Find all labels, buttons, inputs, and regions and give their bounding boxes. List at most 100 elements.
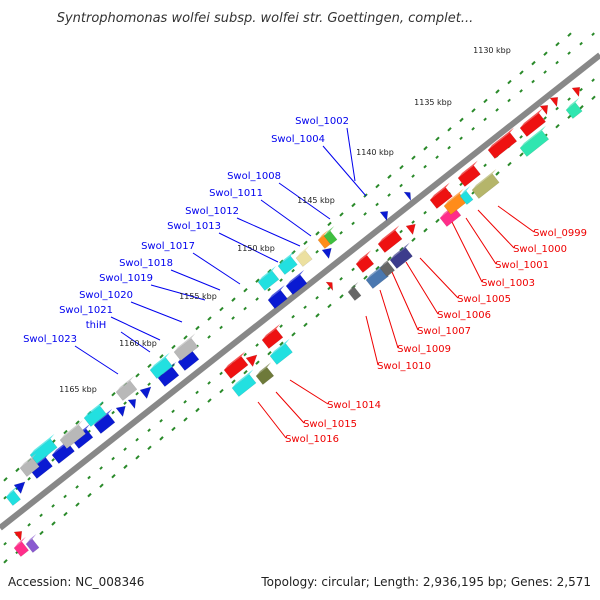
- scale-tick: [63, 494, 67, 499]
- scale-tick: [519, 89, 523, 93]
- scale-tick: [555, 106, 559, 111]
- scale-tick: [543, 116, 547, 120]
- scale-tick: [339, 277, 343, 281]
- scale-tick: [99, 483, 104, 488]
- label-leader: [419, 257, 459, 299]
- scale-tick: [327, 303, 332, 309]
- label-leader: [289, 379, 329, 405]
- scale-tick: [495, 171, 500, 176]
- scale-tick: [399, 229, 403, 234]
- scale-tick: [423, 210, 427, 215]
- scale-tick: [255, 343, 259, 347]
- scale-tick: [351, 267, 355, 272]
- scale-tick: [207, 335, 211, 339]
- scale-tick: [267, 351, 272, 356]
- scale-tick: [87, 492, 92, 498]
- gene-feature: [285, 269, 308, 295]
- scale-tick: [63, 429, 68, 435]
- scale-tick: [375, 248, 379, 253]
- label-leader: [391, 271, 419, 331]
- label-leader: [170, 269, 221, 291]
- scale-tick: [123, 401, 127, 405]
- gene-feature: [377, 225, 403, 253]
- scale-tick: [387, 193, 391, 197]
- gene-feature: [257, 265, 280, 291]
- backbone-outer: [0, 52, 600, 531]
- scale-label: 1160 kbp: [119, 339, 157, 348]
- scale-tick: [51, 458, 55, 462]
- gene-feature: [83, 400, 107, 427]
- gene-feature: [245, 354, 258, 368]
- scale-label: 1140 kbp: [356, 148, 394, 157]
- scale-tick: [423, 228, 428, 233]
- label-leader: [322, 145, 367, 197]
- scale-tick: [147, 363, 152, 369]
- scale-tick: [123, 447, 127, 451]
- label-leader: [477, 209, 515, 249]
- scale-tick: [195, 390, 199, 395]
- scale-tick: [507, 161, 512, 167]
- scale-tick: [375, 265, 380, 271]
- scale-tick: [507, 79, 512, 85]
- gene-feature: [231, 369, 257, 397]
- scale-tick: [555, 60, 559, 65]
- scale-tick: [195, 407, 200, 413]
- gene-label: Swol_1021: [59, 305, 113, 316]
- gene-label: Swol_1012: [185, 206, 239, 217]
- scale-tick: [171, 426, 176, 432]
- gene-label: Swol_1008: [227, 171, 281, 182]
- scale-tick: [567, 32, 572, 37]
- gene-label: Swol_1019: [99, 273, 153, 284]
- label-leaders: [74, 127, 535, 439]
- gene-label: Swol_1014: [327, 400, 381, 411]
- scale-tick: [327, 221, 332, 227]
- scale-tick: [183, 400, 187, 404]
- label-leader: [260, 199, 312, 237]
- scale-tick: [159, 436, 164, 441]
- gene-label: Swol_1010: [377, 361, 431, 372]
- scale-tick: [135, 455, 140, 460]
- gene-label: Swol_1009: [397, 344, 451, 355]
- gene-label: Swol_1020: [79, 290, 133, 301]
- scale-tick: [255, 278, 260, 283]
- scale-tick: [579, 105, 584, 110]
- scale-tick: [459, 182, 463, 187]
- gene-feature: [549, 97, 559, 108]
- gene-label: Swol_1001: [495, 260, 549, 271]
- label-leader: [120, 331, 151, 353]
- gene-feature: [487, 127, 518, 159]
- gene-label: Swol_1003: [481, 278, 535, 289]
- scale-tick: [423, 164, 427, 169]
- scale-labels: 1130 kbp 1135 kbp 1140 kbp 1145 kbp 1150 kbp…: [59, 46, 511, 394]
- gene-feature: [261, 323, 284, 349]
- scale-tick: [543, 70, 547, 74]
- label-leader: [257, 401, 287, 439]
- scale-tick: [75, 420, 80, 425]
- gene-feature: [223, 351, 249, 379]
- scale-tick: [411, 237, 416, 242]
- scale-tick: [51, 504, 55, 508]
- label-leader: [218, 232, 279, 263]
- scale-tick: [543, 51, 548, 56]
- gene-feature: [295, 245, 313, 267]
- gene-feature: [355, 250, 375, 273]
- gene-feature: [379, 211, 389, 222]
- scale-tick: [519, 152, 524, 157]
- gene-feature: [539, 105, 549, 116]
- gene-feature: [379, 256, 396, 277]
- scale-tick: [51, 521, 56, 526]
- scale-tick: [555, 123, 560, 129]
- label-leader: [150, 284, 206, 301]
- scale-tick: [567, 97, 571, 101]
- scale-tick: [135, 373, 140, 378]
- scale-tick: [351, 221, 355, 226]
- scale-tick: [351, 202, 356, 208]
- gene-feature: [269, 338, 293, 365]
- scale-tick: [39, 513, 43, 518]
- scale-tick: [243, 352, 247, 357]
- label-leader: [130, 301, 183, 323]
- scale-tick: [591, 78, 595, 83]
- scale-tick: [171, 344, 176, 350]
- gene-label: Swol_1015: [303, 419, 357, 430]
- scale-tick: [111, 410, 115, 415]
